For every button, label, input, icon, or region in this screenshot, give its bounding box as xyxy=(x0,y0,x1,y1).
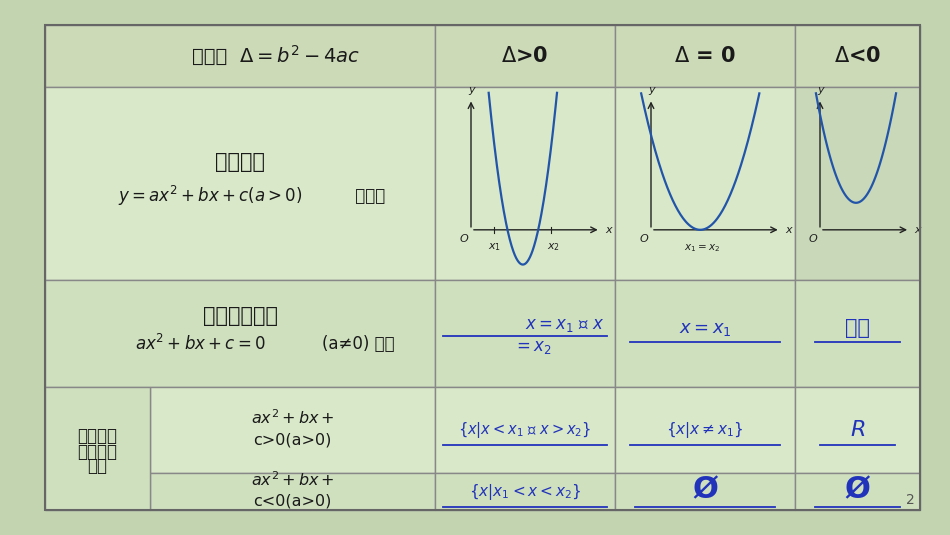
Text: 二次函数: 二次函数 xyxy=(215,151,265,172)
Text: $\Delta$ = 0: $\Delta$ = 0 xyxy=(674,46,736,66)
Text: c>0(a>0): c>0(a>0) xyxy=(254,432,332,447)
Text: $x = x_1$: $x = x_1$ xyxy=(678,319,732,338)
Text: $x_1{=}x_2$: $x_1{=}x_2$ xyxy=(684,242,720,254)
Bar xyxy=(795,473,920,510)
Text: $\{x|x{<}x_1$ 或 $x{>}x_2\}$: $\{x|x{<}x_1$ 或 $x{>}x_2\}$ xyxy=(458,420,592,440)
Bar xyxy=(150,473,435,510)
Text: x: x xyxy=(605,225,612,235)
Text: y: y xyxy=(468,85,475,95)
Bar xyxy=(45,25,435,87)
Text: x: x xyxy=(786,225,792,235)
Bar xyxy=(615,87,795,280)
Text: $ax^2 + bx +$: $ax^2 + bx +$ xyxy=(251,470,334,489)
Text: O: O xyxy=(808,234,817,244)
Bar xyxy=(795,280,920,387)
Text: $\Delta$<0: $\Delta$<0 xyxy=(834,46,882,66)
Bar xyxy=(795,87,920,280)
Text: 不等式的: 不等式的 xyxy=(78,442,118,461)
Text: x: x xyxy=(915,225,922,235)
Bar xyxy=(615,25,795,87)
Text: $y = ax^2 + bx + c(a>0)$: $y = ax^2 + bx + c(a>0)$ xyxy=(118,184,302,208)
Bar xyxy=(435,87,615,280)
Text: 解集: 解集 xyxy=(87,457,107,476)
Bar xyxy=(795,25,920,87)
Text: y: y xyxy=(818,85,825,95)
Text: $ax^2 + bx +$: $ax^2 + bx +$ xyxy=(251,409,334,427)
Text: $x_1$: $x_1$ xyxy=(487,241,501,253)
Bar xyxy=(615,387,795,473)
Text: $= x_2$: $= x_2$ xyxy=(513,339,552,356)
Text: O: O xyxy=(639,234,648,244)
Text: $\Delta = b^2 - 4ac$: $\Delta = b^2 - 4ac$ xyxy=(239,45,361,67)
Bar xyxy=(435,387,615,473)
Text: $\Delta$>0: $\Delta$>0 xyxy=(502,46,549,66)
Bar xyxy=(45,87,435,280)
Text: $x = x_1$ 或 $x$: $x = x_1$ 或 $x$ xyxy=(525,317,604,334)
Text: y: y xyxy=(649,85,655,95)
Bar xyxy=(435,25,615,87)
Text: $\{x|x_1{<}x{<}x_2\}$: $\{x|x_1{<}x{<}x_2\}$ xyxy=(468,482,581,501)
Bar xyxy=(45,387,150,510)
Text: O: O xyxy=(460,234,468,244)
Text: 一元二次方程: 一元二次方程 xyxy=(202,305,277,325)
Text: 的图象: 的图象 xyxy=(350,187,386,204)
Text: Ø: Ø xyxy=(845,475,870,504)
Text: Ø: Ø xyxy=(692,475,718,504)
Bar xyxy=(435,280,615,387)
Bar xyxy=(150,387,435,473)
Bar xyxy=(615,280,795,387)
Text: (a≠0) 的根: (a≠0) 的根 xyxy=(322,334,394,353)
Text: $x_2$: $x_2$ xyxy=(547,241,560,253)
Bar xyxy=(615,473,795,510)
Text: 无根: 无根 xyxy=(845,318,870,339)
Text: c<0(a>0): c<0(a>0) xyxy=(254,494,332,509)
Text: $R$: $R$ xyxy=(850,420,865,440)
Bar xyxy=(45,280,435,387)
Bar xyxy=(435,473,615,510)
Text: $\{x|x{\neq}x_1\}$: $\{x|x{\neq}x_1\}$ xyxy=(666,420,744,440)
Text: 2: 2 xyxy=(906,493,915,507)
Text: $ax^2 + bx + c = 0$: $ax^2 + bx + c = 0$ xyxy=(135,333,265,354)
Text: 判别式: 判别式 xyxy=(192,47,228,65)
Text: 一元二次: 一元二次 xyxy=(78,427,118,446)
Bar xyxy=(795,387,920,473)
